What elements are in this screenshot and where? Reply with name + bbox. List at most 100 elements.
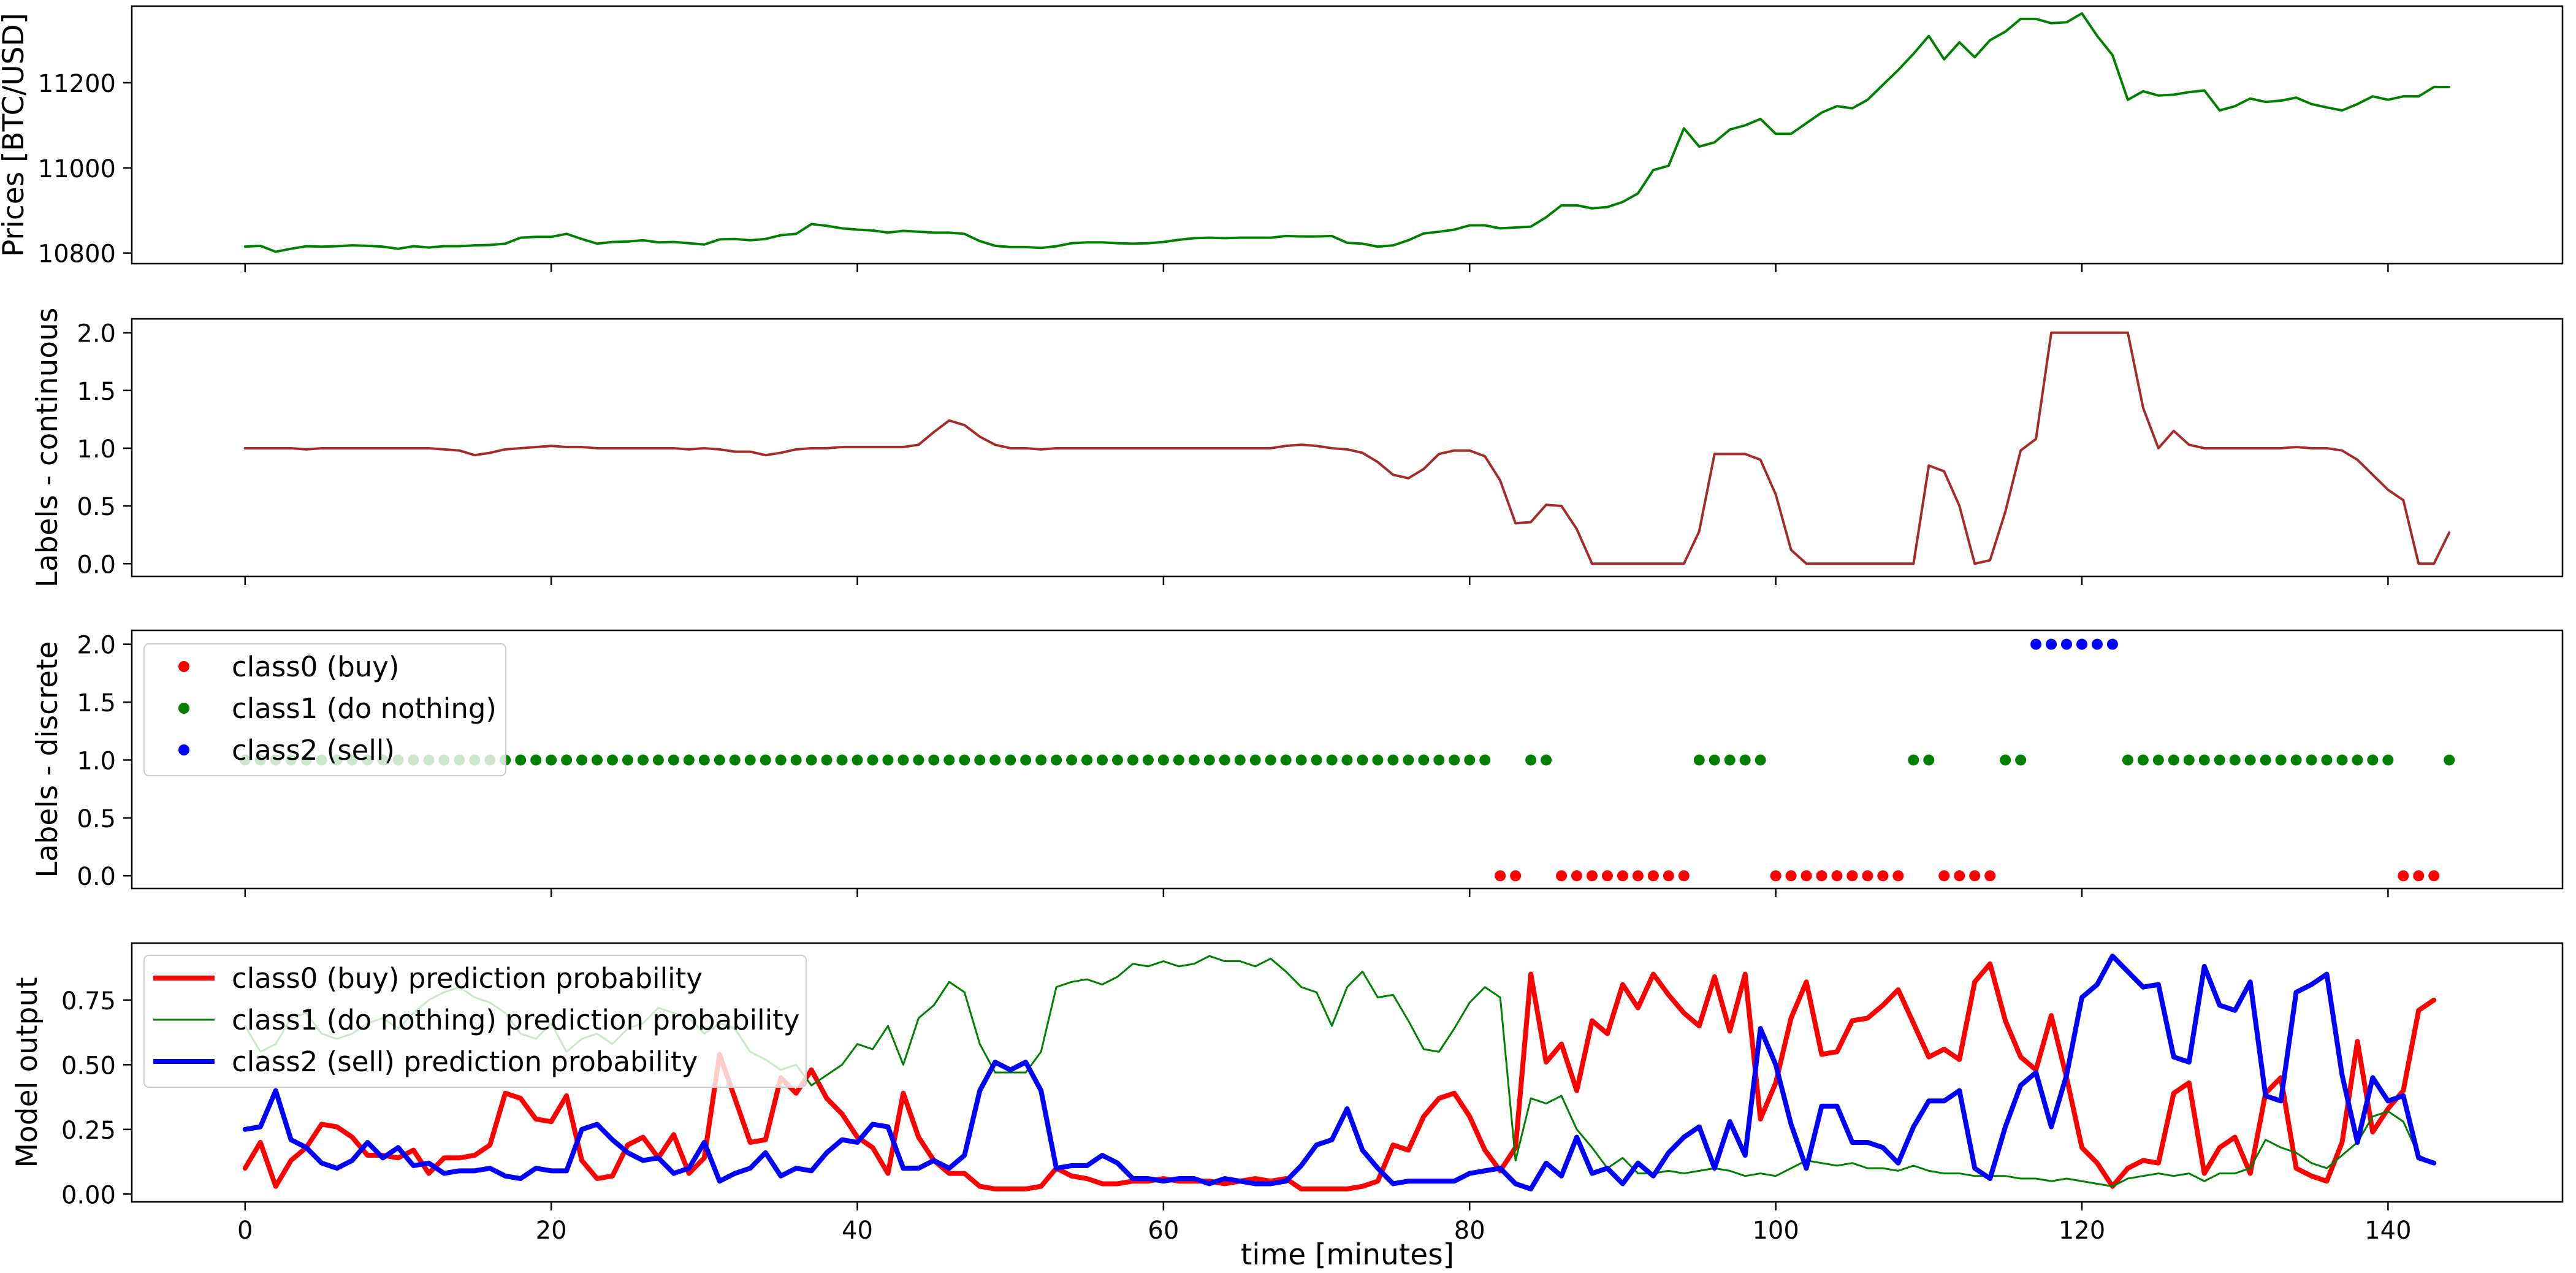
scatter-point [2061, 638, 2073, 650]
x-tick-label: 100 [1752, 1217, 1799, 1245]
y-tick-label: 0.0 [77, 863, 116, 891]
scatter-point [2260, 754, 2271, 766]
y-tick-label: 0.5 [77, 493, 116, 521]
scatter-point [1097, 754, 1108, 766]
scatter-point [1173, 754, 1184, 766]
scatter-point [1203, 754, 1215, 766]
y-tick-label: 1.0 [77, 435, 116, 464]
y-tick-label: 0.25 [61, 1117, 116, 1145]
scatter-point [974, 754, 986, 766]
y-tick-label: 1.0 [77, 747, 116, 775]
scatter-point [1785, 870, 1797, 882]
scatter-point [1295, 754, 1307, 766]
scatter-point [806, 754, 817, 766]
scatter-point [1908, 754, 1919, 766]
scatter-point [1433, 754, 1445, 766]
scatter-point [530, 754, 542, 766]
scatter-point [1923, 754, 1935, 766]
scatter-point [2183, 754, 2195, 766]
scatter-point [1969, 870, 1981, 882]
scatter-point [1020, 754, 1032, 766]
series-line-1 [243, 331, 2451, 565]
scatter-point [836, 754, 848, 766]
y-tick-label: 2.0 [77, 320, 116, 348]
scatter-point [1984, 870, 1996, 882]
scatter-point [928, 754, 940, 766]
scatter-point [2229, 754, 2241, 766]
scatter-point [1541, 754, 1552, 766]
axes-frame [131, 5, 2564, 265]
legend-label: class2 (sell) [232, 734, 395, 766]
x-tick-label: 0 [237, 1217, 253, 1245]
x-tick-label: 140 [2365, 1217, 2411, 1245]
series-line-3 [242, 954, 2437, 1191]
y-tick-label: 0.75 [61, 987, 116, 1015]
x-axis-label: time [minutes] [1241, 1238, 1454, 1272]
scatter-point [515, 754, 527, 766]
scatter-point [607, 754, 619, 766]
y-tick-label: 10800 [38, 240, 116, 269]
scatter-point [2275, 754, 2287, 766]
scatter-point [2122, 754, 2133, 766]
y-axis-label: Labels - continuous [31, 308, 64, 588]
scatter-point [2244, 754, 2256, 766]
scatter-point [1510, 870, 1522, 882]
panel-2: 0.0 0.5 1.0 1.5 2.0 Labels - continuous [31, 308, 2564, 588]
scatter-point [897, 754, 909, 766]
scatter-point [1157, 754, 1169, 766]
scatter-point [1678, 870, 1690, 882]
scatter-point [1770, 870, 1781, 882]
scatter-point [2398, 870, 2409, 882]
legend: class0 (buy) class1 (do nothing) class2 (s… [143, 643, 506, 776]
scatter-point [1877, 870, 1889, 882]
legend-label: class0 (buy) prediction probability [232, 962, 703, 995]
scatter-point [1311, 754, 1322, 766]
legend-label: class1 (do nothing) [232, 692, 497, 725]
scatter-point [1647, 870, 1659, 882]
series-line-1 [243, 12, 2451, 253]
scatter-point [1280, 754, 1292, 766]
scatter-point [1081, 754, 1093, 766]
scatter-point [622, 754, 633, 766]
scatter-point [882, 754, 894, 766]
scatter-point [2030, 638, 2042, 650]
scatter-point [714, 754, 725, 766]
panel-4: 0.00 0.25 0.50 0.75 Model output class0 (buy)… [10, 942, 2564, 1210]
scatter-point [1801, 870, 1812, 882]
scatter-point [744, 754, 756, 766]
legend: class0 (buy) prediction probability class… [143, 955, 807, 1088]
scatter-point [775, 754, 787, 766]
plot-area [243, 12, 2451, 253]
scatter-point [2214, 754, 2225, 766]
scatter-point [2382, 754, 2394, 766]
y-tick-label: 0.50 [61, 1052, 116, 1080]
series-line-1 [242, 961, 2437, 1191]
scatter-point [2152, 754, 2164, 766]
scatter-point [1341, 754, 1353, 766]
scatter-point [959, 754, 970, 766]
y-tick-label: 11200 [38, 70, 116, 98]
scatter-point [2352, 754, 2363, 766]
scatter-point [1234, 754, 1246, 766]
y-tick-label: 1.5 [77, 378, 116, 406]
scatter-point [1739, 754, 1751, 766]
scatter-point [1938, 870, 1950, 882]
scatter-point [576, 754, 588, 766]
scatter-point [760, 754, 771, 766]
scatter-point [729, 754, 741, 766]
x-tick-label: 60 [1148, 1217, 1179, 1245]
plot-area [243, 331, 2451, 565]
scatter-point [1495, 870, 1506, 882]
scatter-point [1724, 754, 1736, 766]
x-tick-label: 20 [536, 1217, 567, 1245]
scatter-point [1556, 870, 1568, 882]
scatter-point [2444, 754, 2455, 766]
x-tick-labels: 0 20 40 60 80 100 120 140 [237, 1217, 2411, 1245]
scatter-point [913, 754, 924, 766]
scatter-point [943, 754, 955, 766]
scatter-point [2290, 754, 2302, 766]
legend-marker [178, 661, 189, 672]
scatter-point [2137, 754, 2149, 766]
